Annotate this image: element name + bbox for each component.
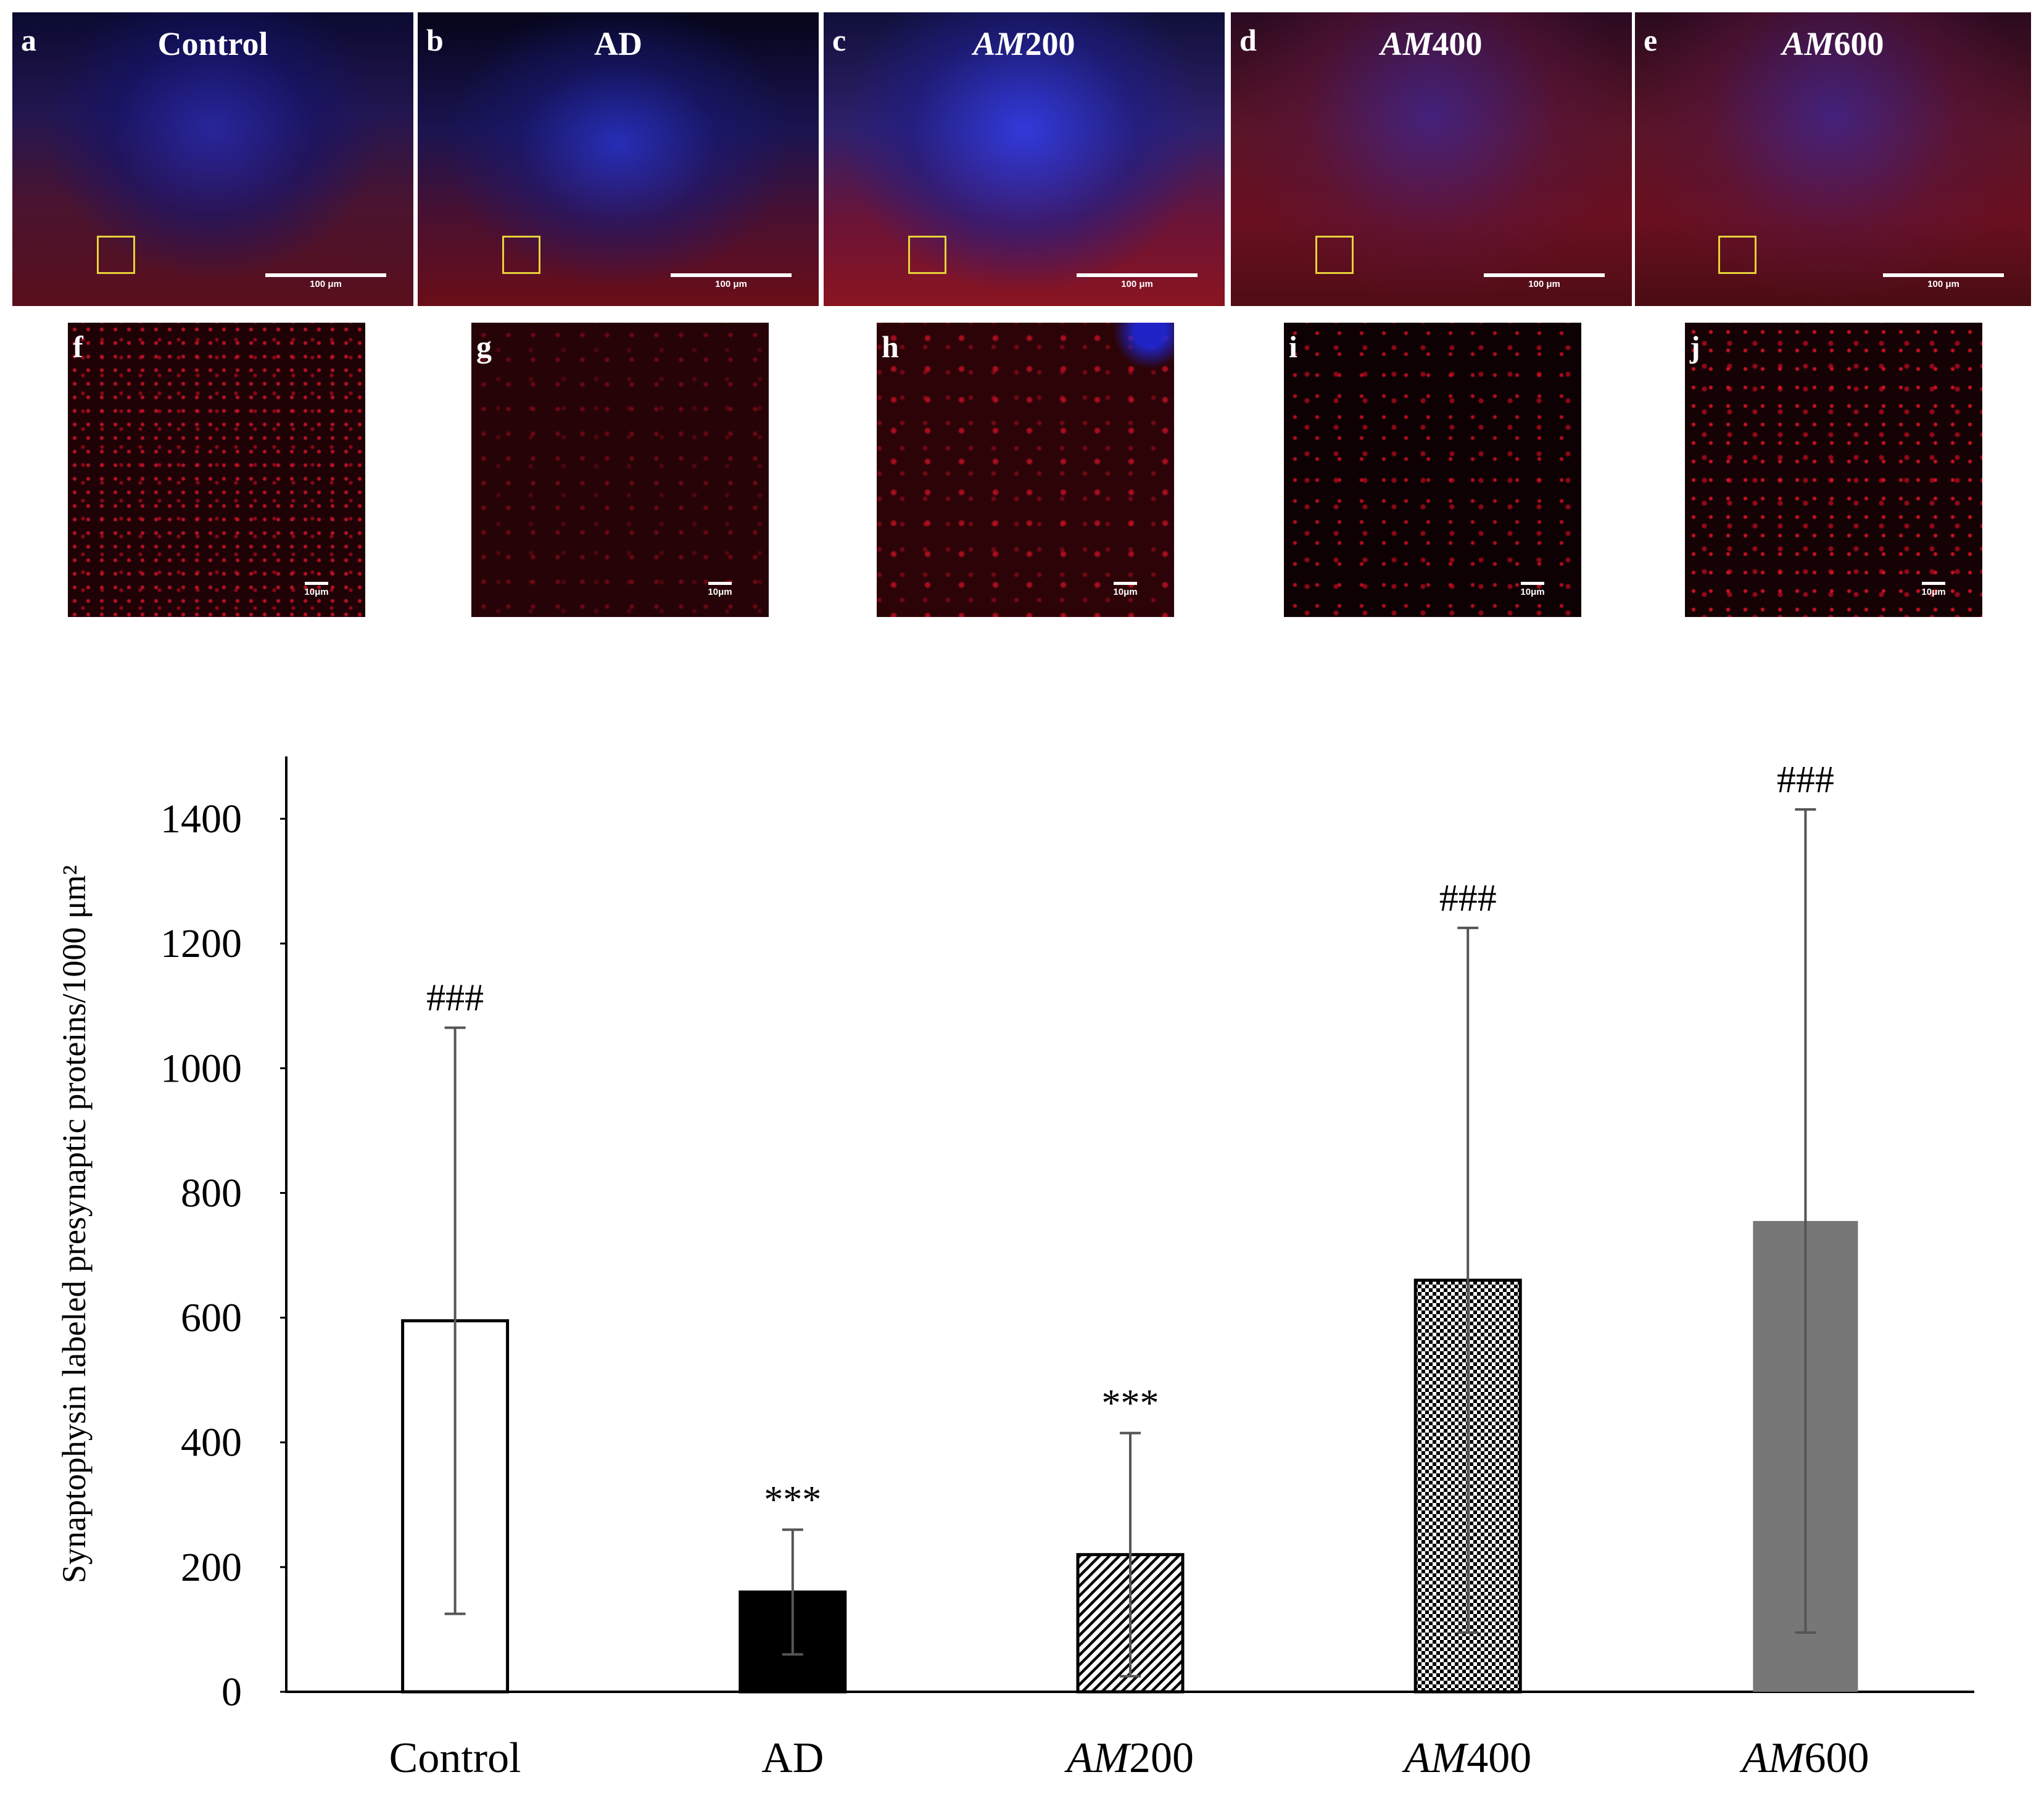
bar-am400 (1413, 1278, 1522, 1694)
y-tick-label: 400 (181, 1420, 242, 1465)
region-of-interest-box (502, 236, 540, 274)
scale-bar (305, 582, 328, 585)
scale-bar-label: 100 μm (310, 279, 342, 289)
bar-control (401, 1319, 510, 1694)
scale-bar-label: 100 μm (1528, 279, 1560, 289)
panel-title: Control (157, 25, 268, 62)
x-category-label: Control (389, 1734, 521, 1782)
panel-letter: b (426, 23, 444, 57)
significance-label: *** (764, 1479, 821, 1521)
y-tick-label: 0 (221, 1670, 242, 1715)
y-tick-label: 600 (181, 1296, 242, 1341)
panel-letter: a (21, 23, 36, 57)
zoom-panel-g: g 10μm (471, 323, 769, 617)
y-tick-label: 200 (181, 1545, 242, 1590)
zoom-panel-h: h 10μm (877, 323, 1174, 617)
x-category-label: AD (761, 1734, 824, 1782)
significance-label: *** (1102, 1383, 1159, 1425)
panel-title: AD (594, 25, 642, 62)
micrograph-panel-b: b AD 100 μm (418, 12, 819, 306)
scale-bar (671, 273, 792, 277)
panel-letter: e (1644, 23, 1658, 57)
region-of-interest-box (1315, 236, 1354, 274)
scale-bar-label: 100 μm (1927, 279, 1959, 289)
panel-letter: j (1690, 329, 1700, 364)
scale-bar-label: 100 μm (715, 279, 747, 289)
scale-bar (265, 273, 386, 277)
scale-bar (1077, 273, 1198, 277)
bar-ad (739, 1590, 847, 1694)
panel-title: AM200 (973, 25, 1075, 62)
panel-letter: f (73, 329, 83, 364)
region-of-interest-box (908, 236, 946, 274)
x-category-label: AM200 (1064, 1734, 1194, 1782)
y-tick-label: 1200 (160, 921, 242, 966)
panel-letter: i (1289, 329, 1297, 364)
y-tick-label: 1400 (160, 797, 242, 842)
panel-letter: g (476, 329, 492, 364)
scale-bar-label: 10μm (1113, 587, 1138, 597)
panel-letter: c (832, 23, 846, 57)
region-of-interest-box (96, 236, 135, 274)
scale-bar-label: 10μm (304, 587, 329, 597)
scale-bar (1883, 273, 2004, 277)
micrograph-panel-d: d AM400 100 μm (1231, 12, 1632, 306)
panel-letter: d (1239, 23, 1257, 57)
panel-title: AM600 (1782, 25, 1884, 62)
scale-bar (1922, 582, 1945, 585)
scale-bar-label: 10μm (708, 587, 732, 597)
micrograph-panel-c: c AM200 100 μm (824, 12, 1225, 306)
region-of-interest-box (1718, 236, 1756, 274)
y-tick-label: 800 (181, 1170, 242, 1215)
scale-bar (1114, 582, 1137, 585)
scale-bar-label: 10μm (1520, 587, 1545, 597)
y-tick-label: 1000 (160, 1046, 242, 1091)
significance-label: ### (1439, 877, 1497, 919)
micrograph-panel-a: a Control 100 μm (12, 12, 413, 306)
significance-label: ### (426, 977, 484, 1019)
bar-am200 (1076, 1553, 1185, 1694)
micrograph-panel-e: e AM600 100 μm (1635, 12, 2031, 306)
panel-letter: h (882, 329, 899, 364)
scale-bar (1484, 273, 1605, 277)
y-axis-label: Synaptophysin labeled presynaptic protei… (56, 865, 93, 1583)
x-category-label: AM400 (1402, 1734, 1531, 1782)
panel-title: AM400 (1380, 25, 1483, 62)
bar-am600 (1753, 1220, 1858, 1692)
scale-bar-label: 10μm (1921, 587, 1946, 597)
zoom-panel-j: j 10μm (1685, 323, 1982, 617)
scale-bar (1521, 582, 1544, 585)
zoom-panel-f: f 10μm (68, 323, 365, 617)
significance-label: ### (1777, 759, 1834, 801)
x-category-label: AM600 (1739, 1734, 1869, 1782)
scale-bar (708, 582, 732, 585)
scale-bar-label: 100 μm (1121, 279, 1153, 289)
zoom-panel-i: i 10μm (1284, 323, 1581, 617)
